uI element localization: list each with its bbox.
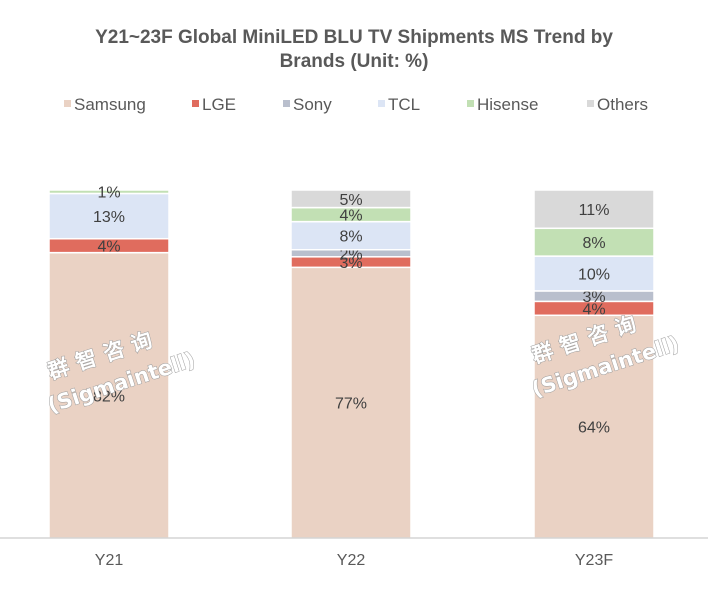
data-label-y22-hisense: 4% (339, 208, 362, 225)
data-label-y21-tcl: 13% (93, 209, 125, 226)
data-label-y22-others: 5% (339, 192, 362, 209)
bars: 82%4%13%1%77%3%2%8%4%5%64%4%3%10%8%11% (48, 185, 655, 539)
data-label-y22-lge: 3% (339, 255, 362, 272)
data-label-y22-sony: 2% (339, 246, 362, 263)
legend-swatch-tcl (378, 100, 385, 107)
bar-segment-y23f-hisense (533, 227, 655, 257)
bar-segment-y22-others (290, 189, 412, 209)
x-axis-ticks: Y21 Y22 Y23F (95, 552, 614, 569)
legend-swatch-sony (283, 100, 290, 107)
bar-segment-y23f-samsung (533, 314, 655, 539)
bar-segment-y21-samsung (48, 251, 170, 539)
legend-label-tcl: TCL (388, 95, 420, 114)
data-label-y21-lge: 4% (97, 239, 120, 256)
bar-segment-y21-hisense (48, 189, 170, 195)
data-label-y22-tcl: 8% (339, 229, 362, 246)
chart-title-line-2: Brands (Unit: %) (280, 51, 429, 72)
legend-label-hisense: Hisense (477, 95, 538, 114)
legend-label-others: Others (597, 95, 648, 114)
x-tick-y21: Y21 (95, 552, 124, 569)
legend-label-lge: LGE (202, 95, 236, 114)
data-label-y21-hisense: 1% (97, 185, 120, 202)
legend-label-samsung: Samsung (74, 95, 146, 114)
legend-swatch-others (587, 100, 594, 107)
legend-label-sony: Sony (293, 95, 332, 114)
legend-swatch-hisense (467, 100, 474, 107)
legend-swatch-lge (192, 100, 199, 107)
data-label-y23f-tcl: 10% (578, 267, 610, 284)
chart-title-line-1: Y21~23F Global MiniLED BLU TV Shipments … (95, 27, 613, 48)
bar-segment-y23f-others (533, 189, 655, 230)
data-label-y22-samsung: 77% (335, 396, 367, 413)
data-label-y23f-others: 11% (579, 202, 610, 219)
x-tick-y23f: Y23F (575, 552, 613, 569)
bar-segment-y22-samsung (290, 266, 412, 539)
x-tick-y22: Y22 (337, 552, 366, 569)
data-label-y23f-lge: 4% (582, 301, 605, 318)
data-label-y23f-samsung: 64% (578, 420, 610, 437)
data-label-y21-samsung: 82% (93, 388, 125, 405)
bar-segment-y23f-tcl (533, 255, 655, 292)
bar-segment-y22-tcl (290, 220, 412, 251)
data-label-y23f-hisense: 8% (582, 235, 605, 252)
data-label-y23f-sony: 3% (582, 289, 605, 306)
legend: Samsung LGE Sony TCL Hisense Others (64, 95, 648, 114)
legend-swatch-samsung (64, 100, 71, 107)
